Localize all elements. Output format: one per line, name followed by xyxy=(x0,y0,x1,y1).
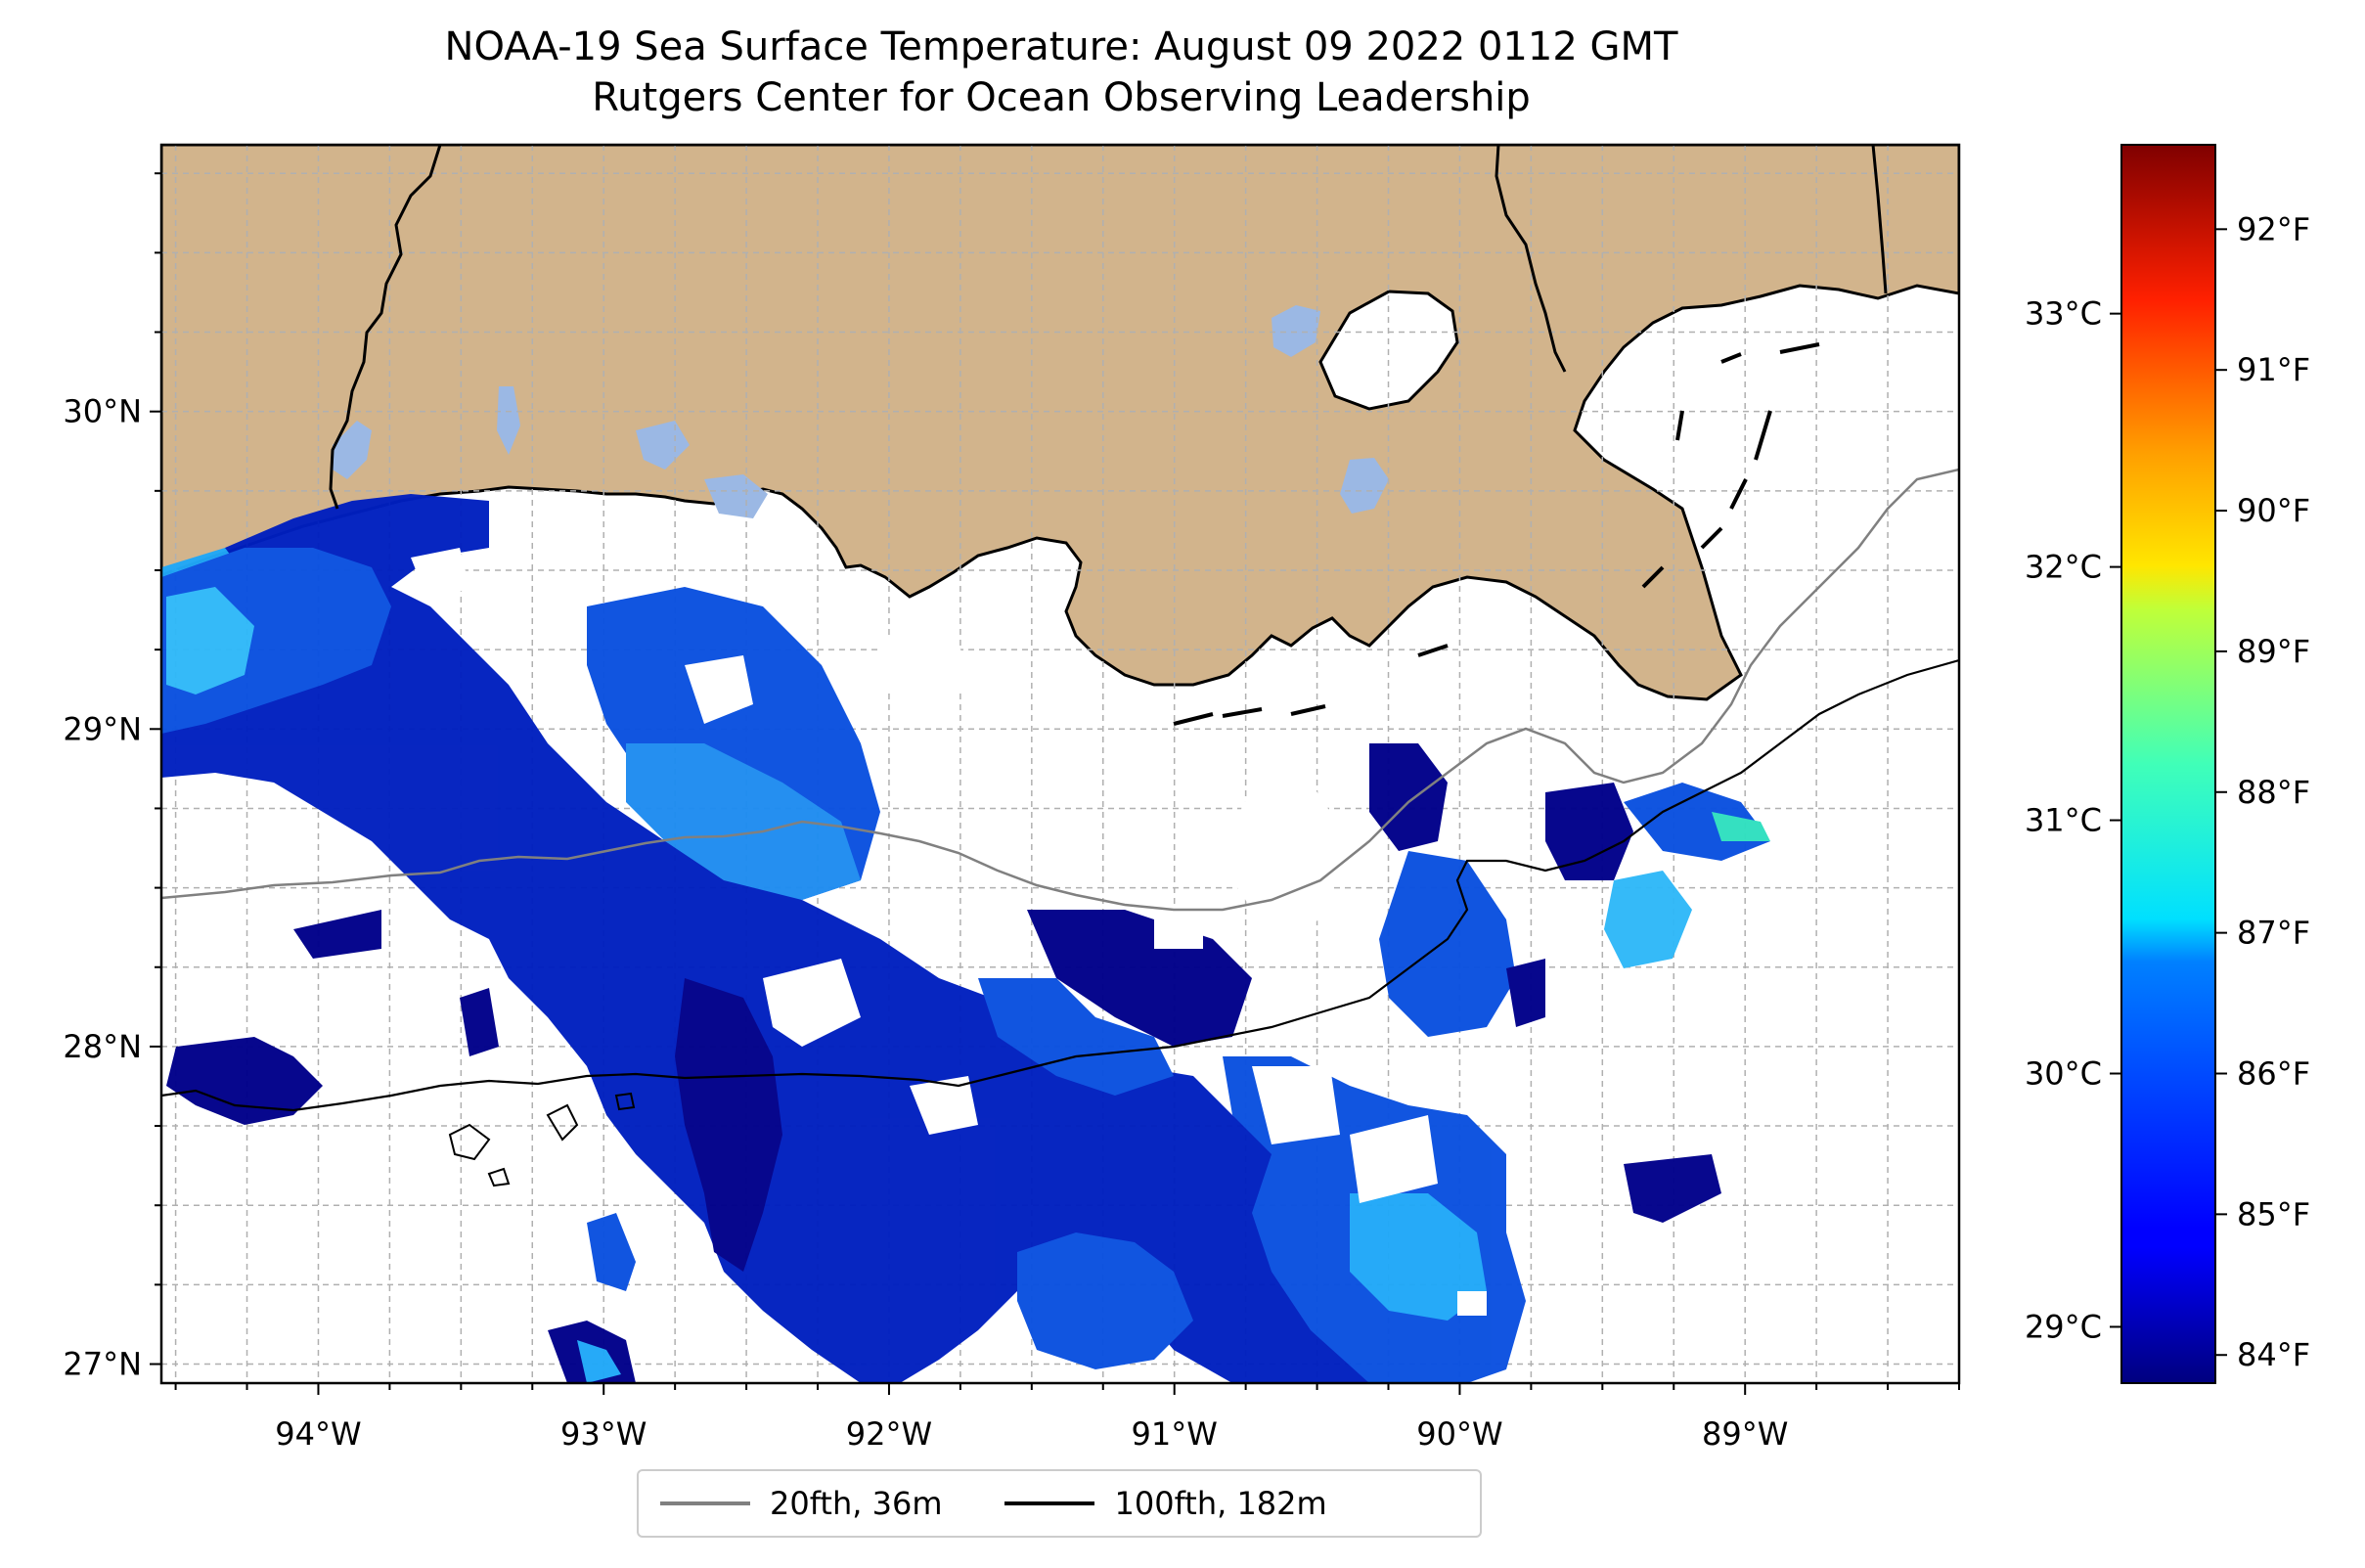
legend-item-20fth: 20fth, 36m xyxy=(639,1485,942,1522)
legend-item-100fth: 100fth, 182m xyxy=(983,1485,1327,1522)
colorbar-label-c: 31°C xyxy=(2025,802,2102,839)
x-tick-label: 91°W xyxy=(1132,1415,1218,1453)
colorbar-label-c: 32°C xyxy=(2025,549,2102,586)
colorbar-label-f: 91°F xyxy=(2237,351,2310,388)
colorbar-label-c: 30°C xyxy=(2025,1055,2102,1093)
title-line-1: NOAA-19 Sea Surface Temperature: August … xyxy=(444,24,1678,69)
colorbar-label-f: 86°F xyxy=(2237,1055,2310,1093)
y-tick-label: 30°N xyxy=(63,393,142,430)
colorbar-label-c: 29°C xyxy=(2025,1308,2102,1345)
colorbar: 84°F 85°F 86°F 87°F 88°F 89°F 90°F 91°F 92°F 29°C… xyxy=(2025,144,2310,1384)
colorbar-gradient xyxy=(2120,144,2216,1384)
barrier-islands xyxy=(1173,342,1820,726)
x-tick-label: 92°W xyxy=(846,1415,932,1453)
y-tick-label: 29°N xyxy=(63,710,142,747)
land-mass xyxy=(161,145,1959,701)
isobath-islands xyxy=(448,1092,636,1187)
lakes xyxy=(333,305,1389,518)
x-axis-ticks: 94°W 93°W 92°W 91°W 90°W 89°W xyxy=(174,1383,1960,1453)
colorbar-ticks: 84°F 85°F 86°F 87°F 88°F 89°F 90°F 91°F 92°F 29°C… xyxy=(2025,210,2310,1373)
isobath-100fth xyxy=(161,658,1959,1112)
legend-label-20fth: 20fth, 36m xyxy=(770,1485,943,1522)
colorbar-label-f: 84°F xyxy=(2237,1336,2310,1373)
title-line-2: Rutgers Center for Ocean Observing Leade… xyxy=(592,75,1531,120)
legend-line-black xyxy=(1004,1501,1095,1505)
colorbar-label-f: 90°F xyxy=(2237,492,2310,529)
isobath-20fth xyxy=(161,468,1959,912)
legend-line-gray xyxy=(660,1501,750,1505)
x-tick-label: 93°W xyxy=(560,1415,647,1453)
state-borders xyxy=(329,145,1888,510)
map-panel xyxy=(159,143,1961,1385)
map-title: NOAA-19 Sea Surface Temperature: August … xyxy=(161,22,1961,123)
colorbar-label-f: 87°F xyxy=(2237,915,2310,952)
colorbar-label-c: 33°C xyxy=(2025,295,2102,333)
y-axis-ticks: 27°N 28°N 29°N 30°N xyxy=(63,172,161,1383)
colorbar-label-f: 89°F xyxy=(2237,633,2310,670)
y-tick-label: 28°N xyxy=(63,1028,142,1065)
legend: 20fth, 36m 100fth, 182m xyxy=(637,1469,1482,1538)
colorbar-label-f: 85°F xyxy=(2237,1195,2310,1232)
x-tick-label: 94°W xyxy=(275,1415,361,1453)
x-tick-label: 90°W xyxy=(1416,1415,1502,1453)
sst-data xyxy=(161,494,1770,1383)
data-gaps xyxy=(411,548,1487,1316)
legend-label-100fth: 100fth, 182m xyxy=(1114,1485,1327,1522)
x-tick-label: 89°W xyxy=(1702,1415,1788,1453)
y-tick-label: 27°N xyxy=(63,1346,142,1383)
map-frame xyxy=(159,143,1961,1385)
colorbar-label-f: 92°F xyxy=(2237,210,2310,247)
colorbar-label-f: 88°F xyxy=(2237,774,2310,811)
